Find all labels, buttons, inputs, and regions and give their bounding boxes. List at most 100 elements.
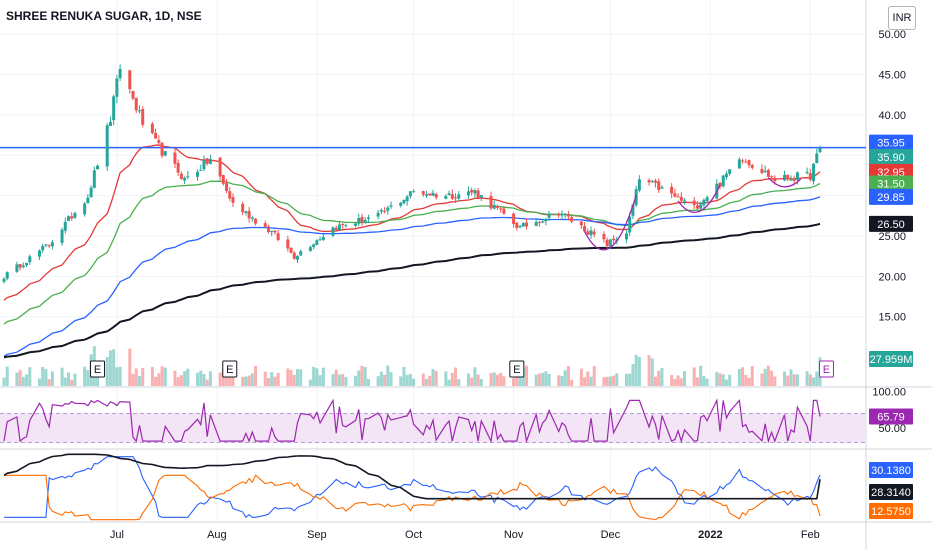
volume-bar	[566, 366, 570, 386]
volume-bar	[770, 370, 774, 386]
price-label-bg	[869, 149, 913, 166]
volume-bar	[544, 371, 548, 386]
volume-bar	[141, 367, 145, 386]
candle-body	[586, 231, 590, 235]
volume-bar	[434, 371, 438, 386]
volume-bar	[383, 374, 387, 386]
time-tick-label: 2022	[698, 529, 722, 541]
volume-bar	[637, 356, 641, 386]
volume-bar	[715, 371, 719, 386]
rsi-line	[3, 398, 821, 444]
volume-bar	[563, 370, 567, 386]
volume-bar	[428, 375, 432, 386]
candle-body	[154, 132, 158, 139]
volume-bar	[615, 373, 619, 386]
candle-body	[647, 180, 651, 183]
price-label: 31.50	[877, 179, 905, 191]
candle-body	[73, 213, 77, 218]
candle-body	[315, 240, 319, 246]
volume-bar	[421, 373, 425, 386]
candle-body	[173, 152, 177, 164]
volume-bar	[376, 376, 380, 386]
candle-body	[263, 223, 267, 227]
candle-body	[289, 247, 293, 253]
symbol-title: SHREE RENUKA SUGAR, 1D, NSE	[6, 9, 202, 23]
candle-body	[741, 160, 745, 162]
earnings-marker-label: E	[226, 364, 233, 376]
volume-bar	[412, 378, 416, 386]
price-label: 29.85	[877, 192, 905, 204]
volume-bar	[470, 377, 474, 386]
volume-bar	[760, 373, 764, 386]
candle-body	[176, 163, 180, 173]
volume-bar	[444, 371, 448, 386]
candle-body	[534, 221, 538, 226]
dmi-value-label-bg	[869, 462, 913, 478]
volume-bar	[557, 375, 561, 386]
volume-bar	[150, 366, 154, 386]
candle-body	[296, 256, 300, 260]
candle-body	[818, 148, 822, 153]
candle-body	[495, 206, 499, 208]
volume-bar	[692, 367, 696, 386]
arc-annotation	[767, 177, 802, 188]
volume-bar	[695, 377, 699, 386]
candle-body	[583, 225, 587, 232]
volume-bar	[360, 365, 364, 386]
price-label-bg	[869, 215, 913, 232]
candle-body	[360, 217, 364, 223]
volume-bar	[341, 374, 345, 386]
volume-bar	[479, 378, 483, 386]
candle-body	[160, 142, 164, 156]
candle-body	[744, 161, 748, 163]
candle-body	[312, 244, 316, 248]
candle-body	[812, 163, 816, 182]
volume-bar	[789, 369, 793, 386]
volume-bar	[783, 371, 787, 386]
volume-bar	[502, 376, 506, 386]
candle-body	[773, 177, 777, 182]
volume-bar	[315, 368, 319, 386]
volume-bar	[308, 379, 312, 386]
price-tick-label: 25.00	[878, 231, 906, 243]
candle-body	[512, 213, 516, 224]
dmi-value-label: 30.1380	[871, 465, 911, 477]
candle-body	[557, 214, 561, 216]
volume-bar	[670, 374, 674, 386]
price-tick-label: 45.00	[878, 70, 906, 82]
candle-body	[28, 256, 32, 263]
volume-bar	[583, 377, 587, 386]
volume-bar	[21, 376, 25, 386]
volume-bar	[186, 368, 190, 386]
candle-body	[376, 212, 380, 217]
price-label-bg	[869, 134, 913, 151]
candle-body	[286, 239, 290, 249]
candle-body	[241, 203, 245, 213]
dmi-value-label: 28.3140	[871, 487, 911, 499]
currency-button[interactable]: INR	[888, 6, 916, 30]
candle-body	[221, 175, 225, 184]
candle-body	[37, 250, 41, 257]
volume-bar	[337, 374, 341, 386]
volume-bar	[176, 377, 180, 386]
candle-body	[86, 197, 90, 204]
time-tick-label: Nov	[504, 529, 524, 541]
volume-bar	[763, 368, 767, 386]
volume-bar	[605, 376, 609, 386]
volume-bar	[534, 374, 538, 386]
volume-bar	[228, 375, 232, 386]
volume-bar	[112, 349, 116, 386]
volume-bar	[425, 378, 429, 386]
volume-bar	[173, 370, 177, 386]
volume-bar	[628, 373, 632, 386]
volume-bar	[225, 371, 229, 386]
candle-body	[15, 264, 19, 272]
volume-bar	[608, 376, 612, 386]
price-axis: 50.0045.0040.0035.0030.0025.0020.0015.00…	[872, 29, 906, 435]
candle-body	[334, 227, 338, 231]
volume-bar	[792, 374, 796, 386]
volume-bar	[2, 377, 6, 386]
volume-bar	[750, 366, 754, 386]
volume-bar	[47, 379, 51, 386]
